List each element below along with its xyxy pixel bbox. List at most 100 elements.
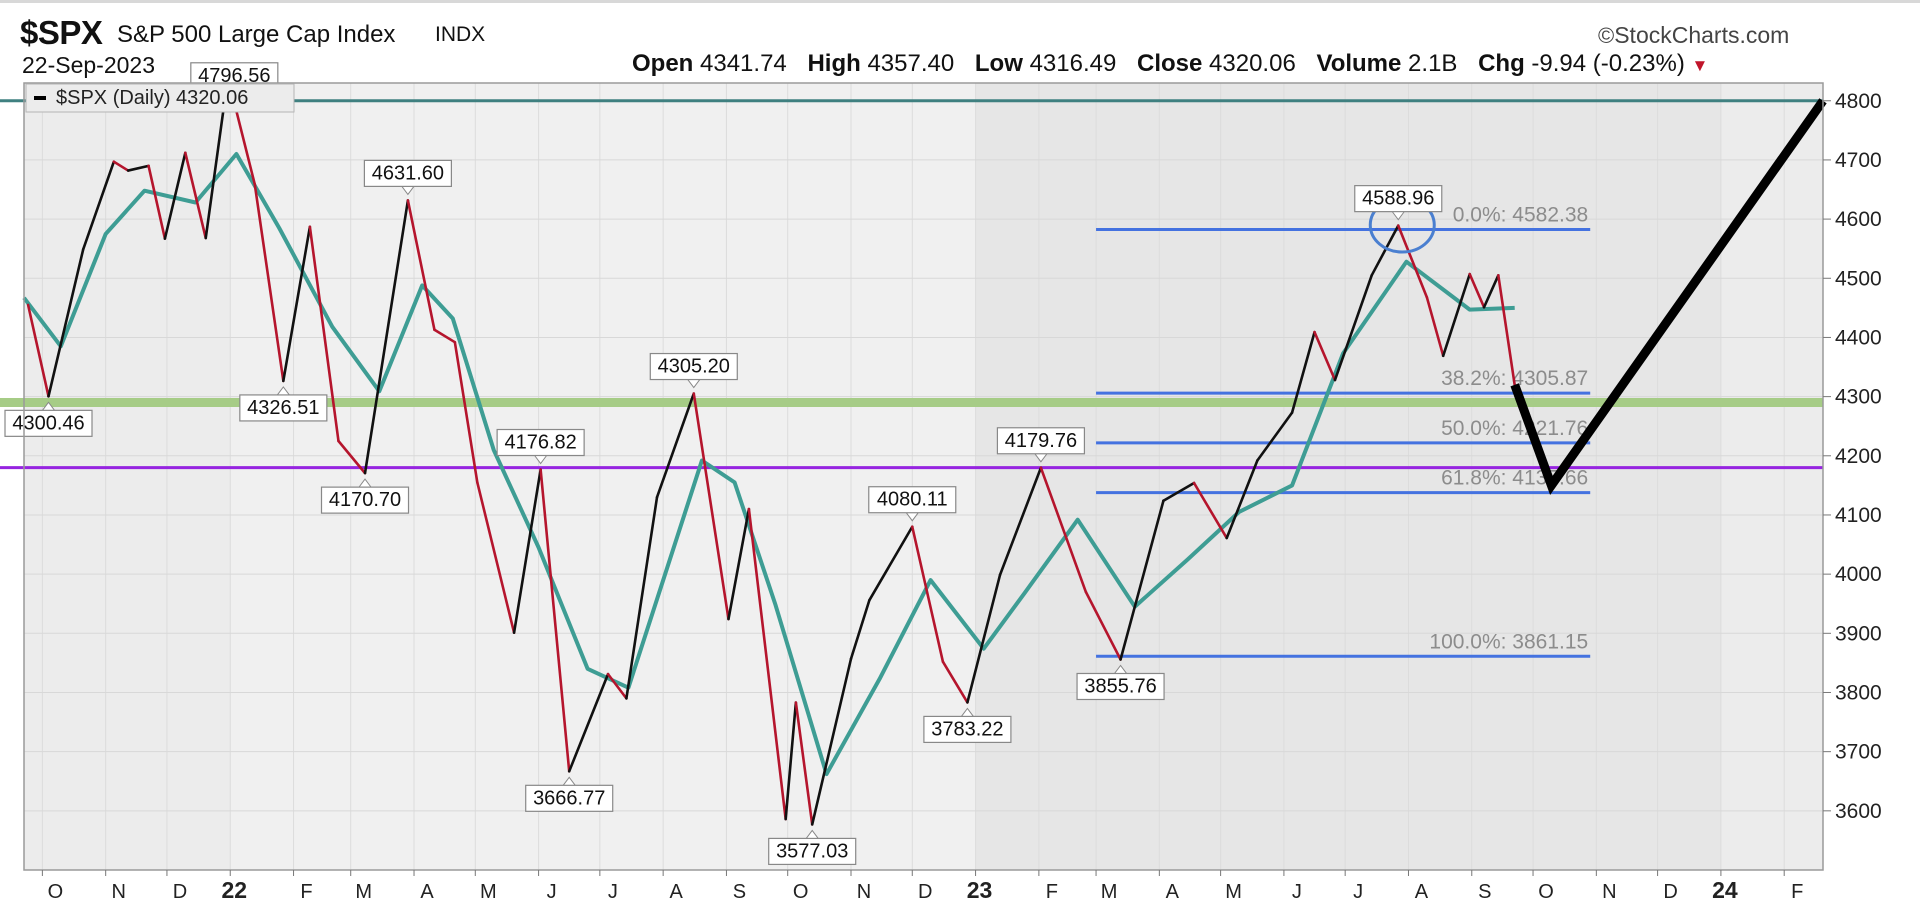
price-segment xyxy=(1468,272,1486,309)
x-tick-label: N xyxy=(1602,881,1616,903)
callout-box xyxy=(496,428,585,457)
price-segment xyxy=(810,657,853,826)
price-segment xyxy=(1225,459,1259,540)
x-tick-label: N xyxy=(857,881,871,903)
callout-box xyxy=(768,837,857,866)
volume-label: Volume xyxy=(1316,50,1402,77)
price-segment xyxy=(1425,295,1445,358)
exchange-label: INDX xyxy=(435,23,486,46)
price-callout: 4305.20 xyxy=(649,352,738,389)
price-segment xyxy=(453,340,479,484)
y-axis: 3600 3700 3800 3900 4000 4100 4200 4300 4400 4500… xyxy=(1823,90,1882,823)
price-segment xyxy=(727,507,751,621)
legend-label: $SPX (Daily) 4320.06 xyxy=(56,87,248,109)
x-tick-label: A xyxy=(420,881,434,903)
price-label: 4796.56 xyxy=(198,65,270,87)
y-tick-label: 4100 xyxy=(1835,504,1882,527)
price-callout: 4176.82 xyxy=(496,428,585,465)
price-segment xyxy=(163,151,187,240)
change-label: Chg xyxy=(1478,50,1525,77)
price-segment xyxy=(747,507,787,821)
x-tick-label: 23 xyxy=(967,877,993,903)
callout-box xyxy=(320,486,410,514)
price-segment xyxy=(1441,272,1472,358)
fib-level-label: 0.0%: 4582.38 xyxy=(1453,204,1588,227)
price-callout: 4300.46 xyxy=(4,401,93,437)
price-segment xyxy=(849,598,871,661)
price-segment xyxy=(1396,224,1429,299)
price-segment xyxy=(337,439,367,475)
price-segment xyxy=(26,303,50,398)
price-segment xyxy=(1313,330,1337,382)
x-tick-label: J xyxy=(1353,881,1363,903)
x-tick-label: D xyxy=(918,881,932,903)
price-segment xyxy=(81,160,116,251)
x-tick-label: O xyxy=(793,881,809,903)
y-tick-label: 4300 xyxy=(1835,386,1882,409)
x-tick-label: F xyxy=(1046,881,1058,903)
price-label: 3783.22 xyxy=(931,718,1003,740)
x-tick-label: F xyxy=(1791,881,1803,903)
x-tick-label: M xyxy=(480,881,497,903)
price-segment xyxy=(406,199,436,332)
x-tick-label: M xyxy=(355,881,372,903)
y-tick-label: 3600 xyxy=(1835,800,1882,823)
change-value: -9.94 (-0.23%) xyxy=(1531,50,1685,77)
price-segment xyxy=(147,164,167,240)
price-callout: 3783.22 xyxy=(923,707,1012,744)
x-tick-label: A xyxy=(1415,881,1429,903)
price-label: 4631.60 xyxy=(372,162,444,184)
y-tick-label: 3700 xyxy=(1835,741,1882,764)
callout-pointer xyxy=(401,186,415,196)
callout-pointer xyxy=(1114,664,1127,674)
y-tick-label: 4800 xyxy=(1835,90,1882,113)
x-tick-label: J xyxy=(1292,881,1302,903)
chart-date: 22-Sep-2023 xyxy=(22,52,155,78)
volume-value: 2.1B xyxy=(1408,50,1458,77)
y-tick-label: 4000 xyxy=(1835,563,1882,586)
callout-box xyxy=(239,394,328,422)
price-segment xyxy=(1370,224,1400,277)
callout-pointer xyxy=(961,707,974,717)
x-tick-label: J xyxy=(608,881,618,903)
high-value: 4357.40 xyxy=(867,50,955,77)
callout-pointer xyxy=(905,512,919,522)
callout-pointer xyxy=(42,401,55,411)
price-segment xyxy=(625,495,659,700)
price-segment xyxy=(476,481,516,635)
price-segment xyxy=(941,660,969,704)
x-tick-label: O xyxy=(1538,881,1554,903)
callout-pointer xyxy=(358,478,372,488)
price-segment xyxy=(433,328,457,344)
price-segment xyxy=(1290,330,1316,414)
price-label: 3855.76 xyxy=(1084,675,1156,697)
callout-pointer xyxy=(276,386,290,396)
x-tick-label: M xyxy=(1101,881,1118,903)
price-segment xyxy=(1497,274,1516,387)
price-segment xyxy=(308,225,340,443)
price-segment xyxy=(784,701,798,821)
price-segment xyxy=(1084,590,1122,661)
price-segment xyxy=(1333,274,1374,382)
x-tick-label: A xyxy=(1166,881,1180,903)
price-callout: 3577.03 xyxy=(768,829,857,866)
price-segment xyxy=(363,199,410,475)
ticker-symbol: $SPX xyxy=(20,14,103,51)
price-callout: 4080.11 xyxy=(868,486,957,522)
callout-box xyxy=(649,352,738,381)
fib-level-label: 100.0%: 3861.15 xyxy=(1429,630,1588,653)
callout-box xyxy=(996,427,1086,455)
price-segment xyxy=(692,392,730,621)
close-value: 4320.06 xyxy=(1209,50,1296,77)
price-segment xyxy=(868,525,914,602)
x-tick-label: D xyxy=(1663,881,1677,903)
legend-box xyxy=(25,83,295,113)
price-callout: 3855.76 xyxy=(1076,664,1165,701)
y-tick-label: 4200 xyxy=(1835,445,1882,468)
price-segment xyxy=(253,182,285,383)
price-segment xyxy=(282,225,312,383)
price-callout: 4326.51 xyxy=(239,386,328,422)
price-segment xyxy=(126,164,150,172)
price-label: 4300.46 xyxy=(12,412,84,434)
